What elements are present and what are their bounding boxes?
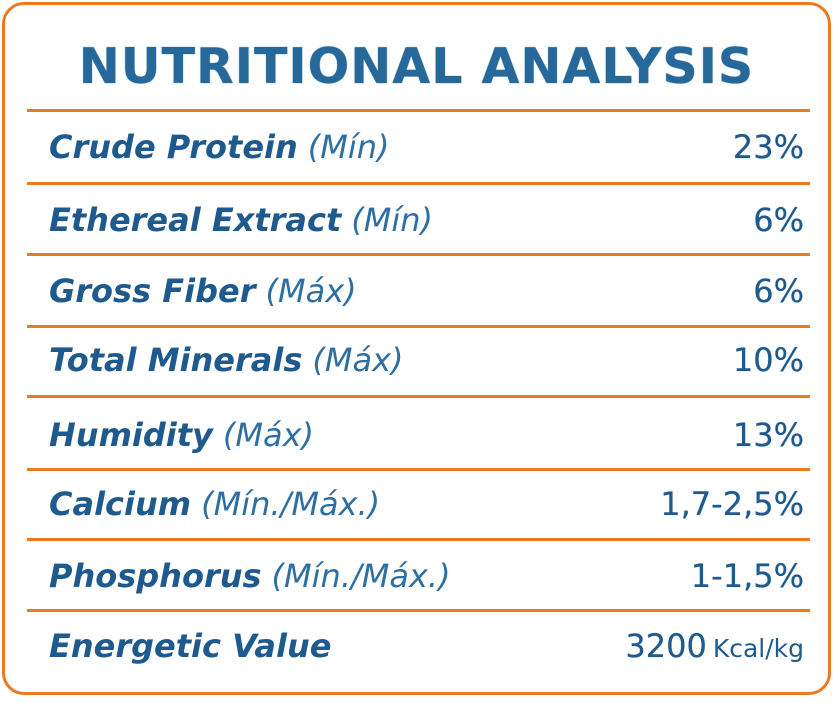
- nutrition-card: NUTRITIONAL ANALYSIS Crude Protein (Mín) …: [2, 2, 831, 695]
- divider: [27, 325, 810, 328]
- row-qualifier: (Máx): [265, 272, 357, 310]
- row-qualifier: (Máx): [222, 416, 315, 454]
- divider: [27, 468, 810, 471]
- row-name: Total Minerals: [49, 341, 303, 379]
- row-name: Calcium: [49, 485, 192, 523]
- row-label: Gross Fiber (Máx): [49, 272, 357, 310]
- row-label: Ethereal Extract (Mín): [49, 201, 433, 239]
- row-qualifier: (Mín./Máx.): [201, 485, 381, 523]
- row-name: Energetic Value: [49, 627, 332, 665]
- energy-amount: 3200: [625, 627, 707, 665]
- row-value: 13%: [732, 416, 804, 454]
- row-label: Total Minerals (Máx): [49, 341, 404, 379]
- row-value: 1-1,5%: [690, 557, 804, 595]
- table-row: Total Minerals (Máx) 10%: [49, 325, 804, 395]
- row-name: Gross Fiber: [49, 272, 256, 310]
- row-label: Humidity (Máx): [49, 416, 314, 454]
- divider: [27, 182, 810, 185]
- row-label: Phosphorus (Mín./Máx.): [49, 557, 451, 595]
- divider: [27, 609, 810, 612]
- row-label: Crude Protein (Mín): [49, 128, 390, 166]
- page-title: NUTRITIONAL ANALYSIS: [78, 38, 755, 95]
- table-row: Gross Fiber (Máx) 6%: [49, 256, 804, 326]
- row-qualifier: (Mín./Máx.): [271, 557, 451, 595]
- divider: [27, 253, 810, 256]
- table-row: Ethereal Extract (Mín) 6%: [49, 185, 804, 255]
- row-value: 10%: [732, 341, 804, 379]
- row-value: 1,7-2,5%: [660, 485, 804, 523]
- table-row: Phosphorus (Mín./Máx.) 1-1,5%: [49, 541, 804, 611]
- row-qualifier: (Mín): [307, 128, 390, 166]
- divider: [27, 538, 810, 541]
- row-name: Crude Protein: [49, 128, 298, 166]
- table-row: Calcium (Mín./Máx.) 1,7-2,5%: [49, 469, 804, 539]
- row-value: 3200 Kcal/kg: [625, 627, 804, 665]
- row-value: 6%: [753, 201, 804, 239]
- row-value: 6%: [753, 272, 804, 310]
- row-qualifier: (Máx): [312, 341, 404, 379]
- row-name: Humidity: [49, 416, 213, 454]
- energy-unit: Kcal/kg: [712, 634, 804, 663]
- table-row: Crude Protein (Mín) 23%: [49, 112, 804, 182]
- divider: [27, 395, 810, 398]
- row-label: Calcium (Mín./Máx.): [49, 485, 380, 523]
- divider: [27, 109, 810, 112]
- row-name: Ethereal Extract: [49, 201, 342, 239]
- row-qualifier: (Mín): [351, 201, 434, 239]
- table-row: Humidity (Máx) 13%: [49, 400, 804, 470]
- row-value: 23%: [732, 128, 804, 166]
- row-name: Phosphorus: [49, 557, 262, 595]
- row-label: Energetic Value: [49, 627, 331, 665]
- table-row: Energetic Value 3200 Kcal/kg: [49, 611, 804, 681]
